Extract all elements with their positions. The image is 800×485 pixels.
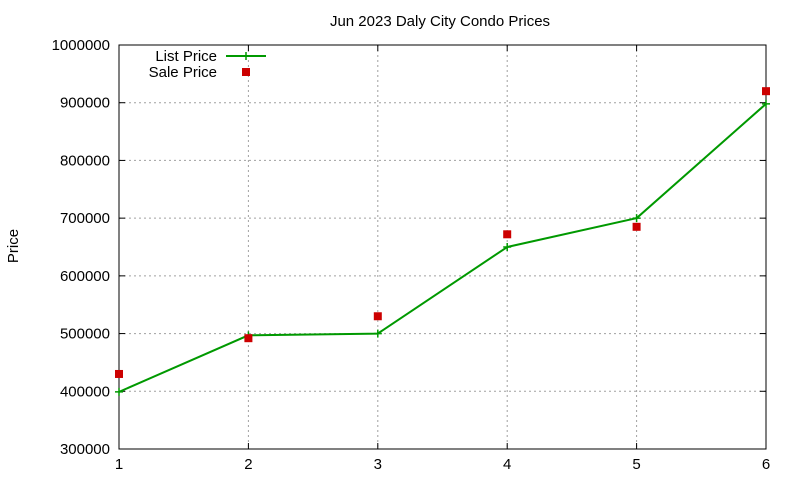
y-tick-label: 400000 bbox=[60, 383, 110, 400]
x-tick-label: 1 bbox=[115, 456, 123, 473]
data-series bbox=[115, 87, 770, 396]
sale-price-point bbox=[632, 222, 641, 231]
x-tick-label: 3 bbox=[374, 456, 382, 473]
list-price-point bbox=[632, 214, 641, 223]
list-price-point bbox=[503, 243, 512, 251]
x-tick-label: 2 bbox=[244, 456, 252, 473]
legend-swatch-marker bbox=[242, 52, 250, 60]
y-tick-label: 500000 bbox=[60, 326, 110, 343]
x-tick-label: 5 bbox=[632, 456, 640, 473]
legend-swatch-marker bbox=[242, 68, 250, 76]
sale-price-point bbox=[373, 312, 382, 321]
list-price-point bbox=[373, 329, 382, 338]
list-price-line bbox=[118, 103, 767, 393]
y-tick-label: 800000 bbox=[60, 152, 110, 169]
y-tick-label: 700000 bbox=[60, 210, 110, 227]
sale-price-point bbox=[244, 334, 253, 343]
series-sale-price bbox=[115, 87, 770, 378]
x-tick-label: 4 bbox=[503, 456, 511, 473]
y-tick-label: 600000 bbox=[60, 268, 110, 285]
y-tick-label: 1000000 bbox=[52, 37, 110, 54]
sale-price-point bbox=[503, 230, 512, 239]
list-price-point bbox=[762, 99, 770, 108]
legend-label-sale-price: Sale Price bbox=[149, 64, 217, 81]
list-price-point bbox=[115, 387, 123, 396]
x-tick-label: 6 bbox=[762, 456, 770, 473]
legend-label-list-price: List Price bbox=[155, 48, 217, 65]
sale-price-point bbox=[115, 369, 123, 378]
chart-title: Jun 2023 Daly City Condo Prices bbox=[330, 13, 550, 30]
grid-lines bbox=[119, 45, 766, 449]
series-list-price bbox=[115, 99, 770, 396]
y-tick-label: 900000 bbox=[60, 95, 110, 112]
plot-frame bbox=[118, 44, 767, 450]
y-axis-label: Price bbox=[5, 229, 22, 263]
y-tick-label: 300000 bbox=[60, 441, 110, 458]
axis-ticks: 1 2 3 4 5 6 300000 400000 500000 600000 700000 8000… bbox=[52, 37, 771, 473]
sale-price-point bbox=[762, 87, 770, 96]
